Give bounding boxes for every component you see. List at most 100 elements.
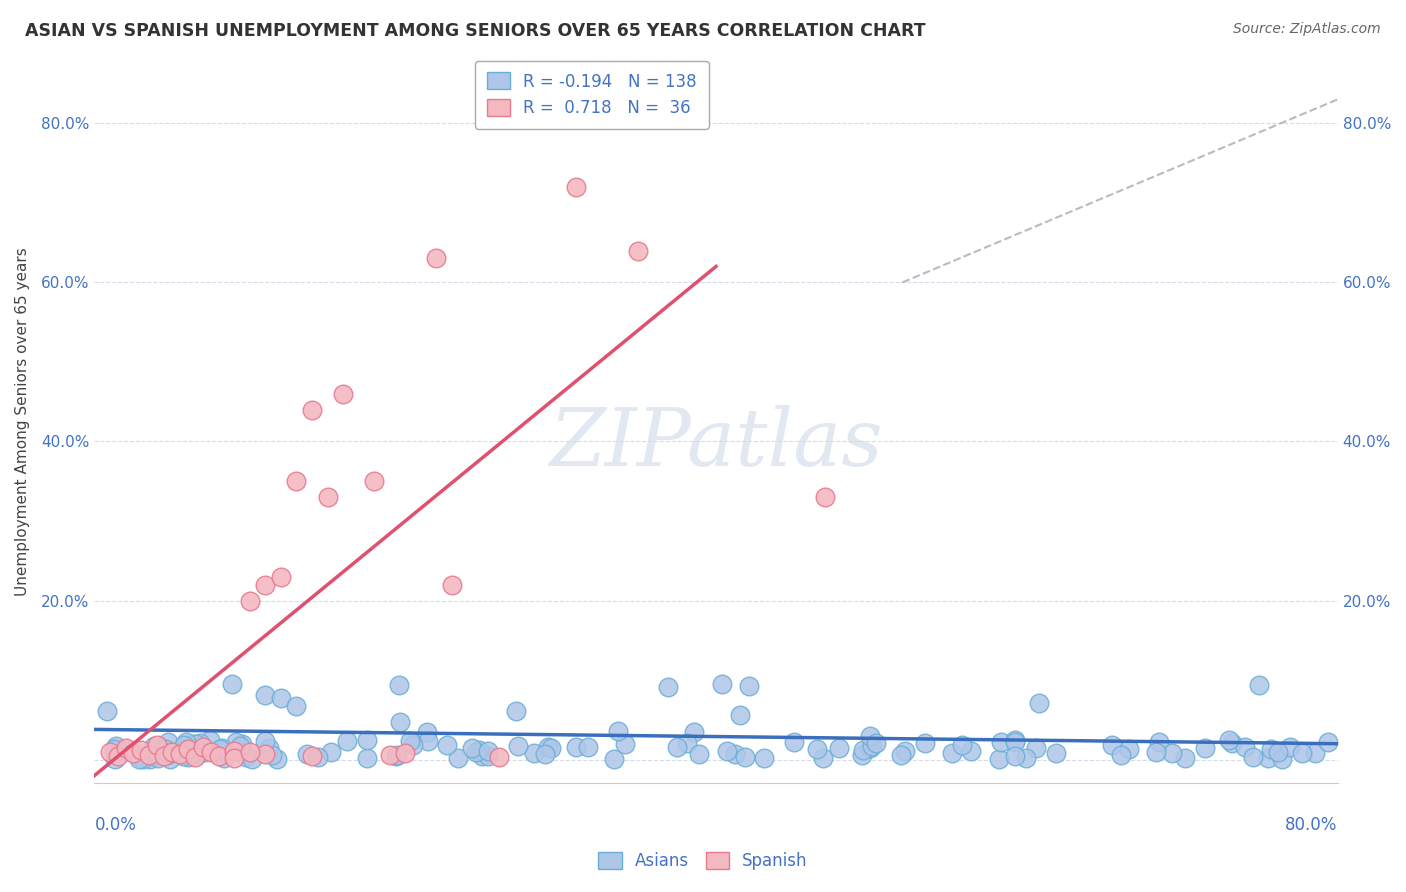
Point <box>208 748 231 763</box>
Point <box>603 752 626 766</box>
Point <box>142 739 165 753</box>
Text: Source: ZipAtlas.com: Source: ZipAtlas.com <box>1233 22 1381 37</box>
Point <box>1241 750 1264 764</box>
Point <box>148 751 170 765</box>
Point <box>115 743 138 757</box>
Point <box>688 747 710 762</box>
Point <box>488 750 510 764</box>
Point <box>852 743 875 757</box>
Point <box>129 743 152 757</box>
Point <box>174 735 197 749</box>
Point <box>270 569 292 583</box>
Point <box>1025 740 1047 755</box>
Point <box>104 752 127 766</box>
Point <box>806 742 828 756</box>
Point <box>139 752 162 766</box>
Point <box>1260 741 1282 756</box>
Point <box>1144 745 1167 759</box>
Point <box>1174 751 1197 765</box>
Point <box>266 752 288 766</box>
Legend: Asians, Spanish: Asians, Spanish <box>592 845 814 877</box>
Point <box>859 740 882 755</box>
Point <box>464 745 486 759</box>
Point <box>447 750 470 764</box>
Point <box>402 739 425 753</box>
Point <box>1109 747 1132 762</box>
Point <box>378 747 401 762</box>
Point <box>153 749 176 764</box>
Point <box>104 739 127 754</box>
Point <box>565 740 588 755</box>
Point <box>155 742 177 756</box>
Point <box>683 724 706 739</box>
Point <box>565 180 588 194</box>
Text: ZIPatlas: ZIPatlas <box>550 404 883 482</box>
Point <box>141 744 163 758</box>
Point <box>260 747 283 762</box>
Point <box>176 750 198 764</box>
Point <box>1267 745 1289 759</box>
Point <box>416 734 439 748</box>
Point <box>1278 739 1301 754</box>
Point <box>157 747 180 761</box>
Point <box>253 734 276 748</box>
Point <box>859 729 882 743</box>
Point <box>941 747 963 761</box>
Point <box>301 402 323 417</box>
Point <box>990 735 1012 749</box>
Point <box>184 750 207 764</box>
Point <box>436 738 458 752</box>
Point <box>321 745 343 759</box>
Point <box>200 746 222 760</box>
Point <box>950 738 973 752</box>
Point <box>132 752 155 766</box>
Point <box>1004 735 1026 749</box>
Point <box>1233 739 1256 754</box>
Point <box>1218 733 1240 747</box>
Point <box>198 732 221 747</box>
Point <box>295 747 318 761</box>
Point <box>523 746 546 760</box>
Point <box>1045 746 1067 760</box>
Point <box>1194 741 1216 756</box>
Point <box>169 741 191 756</box>
Point <box>734 749 756 764</box>
Text: 0.0%: 0.0% <box>94 816 136 834</box>
Point <box>388 678 411 692</box>
Point <box>1303 746 1326 760</box>
Point <box>356 751 378 765</box>
Point <box>103 742 125 756</box>
Point <box>138 747 160 762</box>
Point <box>914 736 936 750</box>
Point <box>675 736 697 750</box>
Point <box>811 750 834 764</box>
Point <box>173 738 195 752</box>
Point <box>253 689 276 703</box>
Point <box>231 737 253 751</box>
Point <box>461 740 484 755</box>
Legend: R = -0.194   N = 138, R =  0.718   N =  36: R = -0.194 N = 138, R = 0.718 N = 36 <box>475 61 709 128</box>
Point <box>534 747 557 761</box>
Point <box>425 252 447 266</box>
Point <box>284 698 307 713</box>
Point <box>1271 751 1294 765</box>
Point <box>1291 746 1313 760</box>
Point <box>193 739 215 754</box>
Point <box>1028 696 1050 710</box>
Point <box>576 740 599 755</box>
Point <box>208 742 231 756</box>
Point <box>169 747 191 761</box>
Point <box>159 752 181 766</box>
Point <box>221 677 243 691</box>
Point <box>724 747 747 761</box>
Point <box>477 748 499 763</box>
Point <box>1220 736 1243 750</box>
Point <box>738 679 761 693</box>
Point <box>224 744 246 758</box>
Text: 80.0%: 80.0% <box>1285 816 1337 834</box>
Point <box>188 736 211 750</box>
Point <box>240 752 263 766</box>
Point <box>257 740 280 755</box>
Point <box>783 735 806 749</box>
Point <box>107 748 129 763</box>
